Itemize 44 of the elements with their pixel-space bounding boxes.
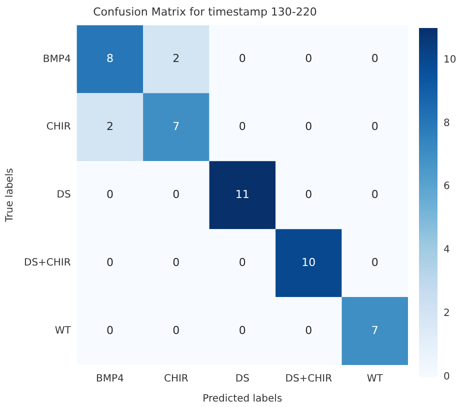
data-label: 0 xyxy=(238,324,246,337)
data-label: 0 xyxy=(106,256,114,269)
chart-title: Confusion Matrix for timestamp 130-220 xyxy=(93,5,317,18)
data-label: 0 xyxy=(371,188,378,201)
color-bar-label: 8 xyxy=(444,118,450,129)
data-label: 0 xyxy=(371,52,378,66)
data-label: 0 xyxy=(305,52,312,66)
x-tick-label: DS xyxy=(235,374,250,385)
data-label: 0 xyxy=(371,120,378,133)
data-label: 2 xyxy=(172,52,180,66)
data-label: 0 xyxy=(172,324,180,337)
y-tick-label: DS xyxy=(56,190,71,201)
y-tick-label: DS+CHIR xyxy=(24,258,71,269)
data-label: 0 xyxy=(172,188,180,201)
data-label: 0 xyxy=(305,324,312,337)
color-bar-label: 6 xyxy=(444,181,450,192)
y-tick-label: CHIR xyxy=(46,122,71,133)
color-bar-label: 10 xyxy=(444,54,456,66)
data-label: 0 xyxy=(238,120,246,133)
data-label: 7 xyxy=(371,324,378,337)
y-axis-title: True labels xyxy=(4,168,16,224)
x-tick-label: BMP4 xyxy=(96,374,124,385)
data-label: 0 xyxy=(371,256,378,269)
x-tick-label: WT xyxy=(366,374,384,385)
data-label: 0 xyxy=(172,256,180,269)
data-label: 0 xyxy=(106,324,114,337)
data-label: 0 xyxy=(305,188,312,201)
data-label: 11 xyxy=(235,188,250,201)
x-axis-title: Predicted labels xyxy=(202,394,282,405)
data-label: 8 xyxy=(106,52,114,66)
data-label: 10 xyxy=(302,256,316,269)
y-tick-label: WT xyxy=(54,326,72,337)
data-label: 0 xyxy=(106,188,114,201)
data-label: 2 xyxy=(106,120,114,133)
color-bar-label: 2 xyxy=(444,308,450,320)
color-bar-label: 4 xyxy=(444,244,450,256)
data-label: 0 xyxy=(305,120,312,133)
data-label: 7 xyxy=(172,120,180,133)
data-label: 0 xyxy=(238,52,246,66)
color-bar-label: 0 xyxy=(444,372,450,383)
y-tick-label: BMP4 xyxy=(42,54,71,65)
x-tick-label: DS+CHIR xyxy=(285,374,332,385)
x-tick-label: CHIR xyxy=(164,374,188,385)
data-label: 0 xyxy=(238,256,246,269)
